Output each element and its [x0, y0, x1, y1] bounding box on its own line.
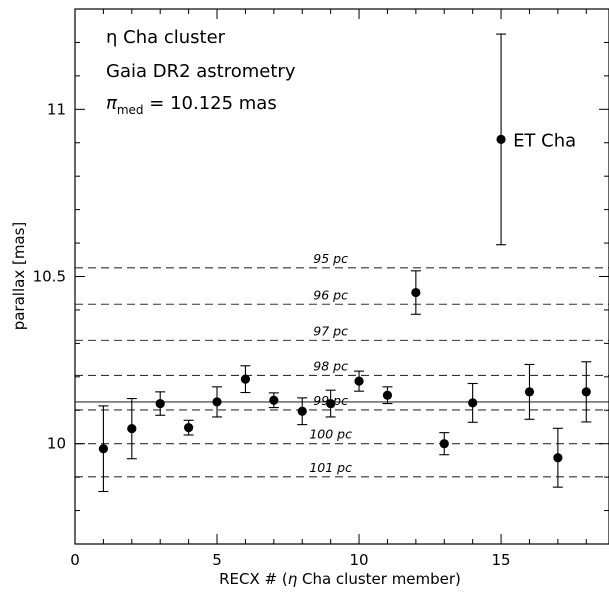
- data-point-2: [155, 398, 165, 409]
- data-point-17: [581, 387, 591, 397]
- data-point-14: [496, 134, 506, 145]
- y-axis-label: parallax [mas]: [10, 222, 28, 331]
- x-tick-label-2: 10: [349, 551, 368, 569]
- tick-labels: 0 5 10 15 10 10.5 11: [33, 100, 511, 569]
- data-point-9: [354, 376, 364, 386]
- axis-ticks: [74, 8, 609, 545]
- x-tick-label-3: 15: [492, 551, 511, 569]
- data-point-13: [468, 398, 478, 408]
- distance-label-2: 97 pc: [313, 323, 348, 338]
- distance-label-0: 95 pc: [313, 251, 348, 266]
- x-axis-label-post: Cha cluster member): [297, 570, 461, 588]
- x-axis-label-eta: η: [288, 570, 298, 588]
- y-tick-label-0: 10: [47, 435, 66, 453]
- x-tick-label-1: 5: [212, 551, 222, 569]
- median-symbol: π: [106, 93, 118, 114]
- data-point-15: [524, 387, 535, 397]
- data-point-4: [212, 397, 222, 407]
- data-point-12: [439, 439, 449, 449]
- median-label: πmed = 10.125 mas: [106, 93, 277, 117]
- et-cha-annotation: ET Cha: [513, 130, 576, 151]
- data-points: [98, 134, 591, 463]
- distance-label-6: 101 pc: [309, 460, 352, 475]
- data-point-11: [411, 287, 421, 298]
- data-point-8: [326, 398, 336, 409]
- chart-title-line-2: Gaia DR2 astrometry: [106, 61, 296, 82]
- reference-lines: [75, 267, 609, 478]
- data-point-16: [553, 453, 563, 463]
- data-point-1: [127, 424, 137, 434]
- distance-label-3: 98 pc: [313, 358, 348, 373]
- y-tick-label-2: 11: [47, 100, 66, 118]
- chart-title-line-1: η Cha cluster: [106, 27, 226, 48]
- x-tick-label-0: 0: [70, 551, 80, 569]
- data-point-6: [269, 395, 279, 405]
- data-point-5: [240, 374, 251, 384]
- data-point-7: [297, 406, 307, 416]
- median-subscript: med: [117, 103, 144, 117]
- x-axis-label-pre: RECX # (: [219, 570, 288, 588]
- y-tick-label-1: 10.5: [33, 268, 66, 286]
- median-text: = 10.125 mas: [144, 93, 277, 114]
- data-point-3: [184, 423, 194, 433]
- data-point-0: [98, 444, 109, 454]
- data-point-10: [382, 390, 393, 400]
- distance-label-1: 96 pc: [313, 287, 348, 302]
- x-axis-label: RECX # (η Cha cluster member): [219, 570, 461, 588]
- distance-label-5: 100 pc: [309, 427, 352, 442]
